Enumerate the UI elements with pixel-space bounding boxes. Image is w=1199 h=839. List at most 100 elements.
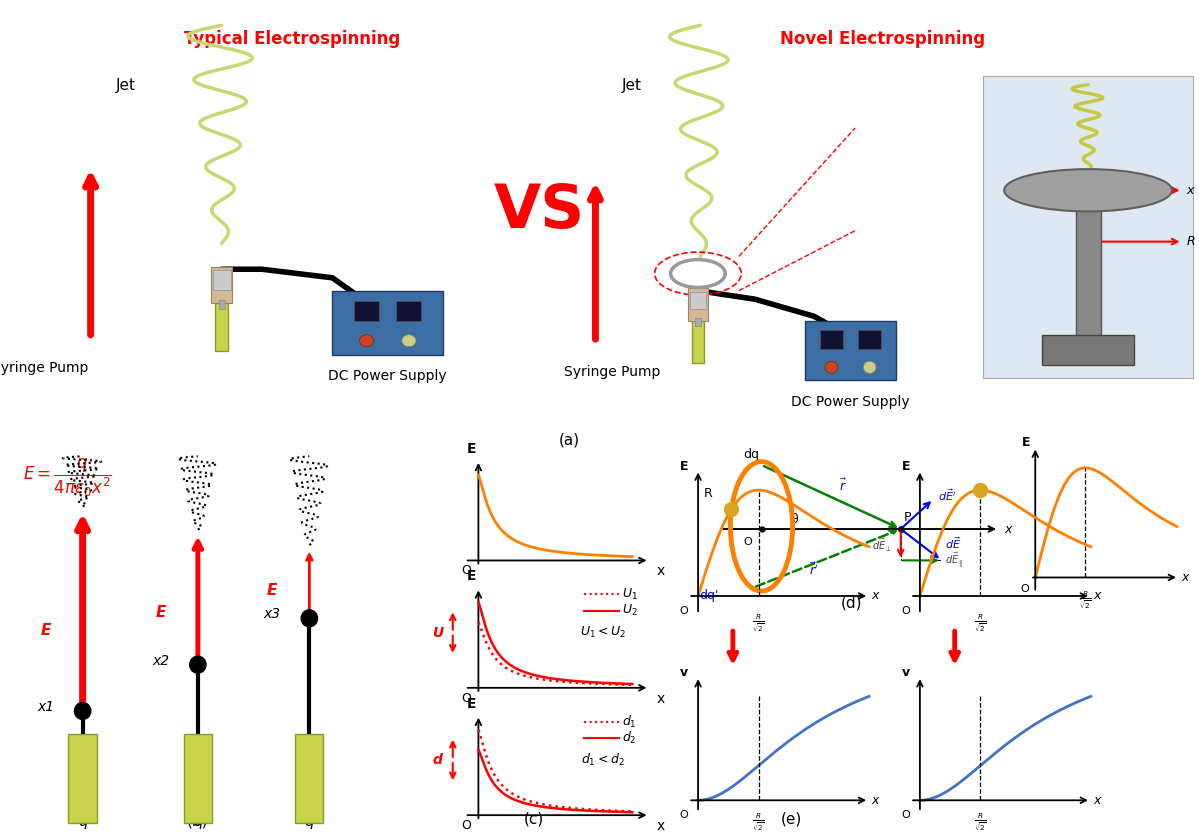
- Text: $U_1 < U_2$: $U_1 < U_2$: [580, 625, 626, 640]
- Circle shape: [402, 335, 416, 347]
- Text: O: O: [743, 537, 752, 547]
- Text: O: O: [680, 810, 688, 820]
- Text: $\frac{R}{\sqrt{2}}$: $\frac{R}{\sqrt{2}}$: [752, 812, 765, 834]
- Text: $d_1$: $d_1$: [622, 714, 637, 730]
- Text: O: O: [902, 606, 910, 616]
- Text: Syringe Pump: Syringe Pump: [564, 365, 659, 379]
- Text: $E = \dfrac{q}{4\pi\varepsilon_0 x^2}$: $E = \dfrac{q}{4\pi\varepsilon_0 x^2}$: [23, 456, 112, 498]
- Text: $d\vec{E}$: $d\vec{E}$: [945, 534, 962, 550]
- Text: (a): (a): [559, 433, 580, 448]
- Text: v: v: [680, 666, 688, 680]
- Text: (c): (c): [524, 812, 543, 826]
- Ellipse shape: [1005, 169, 1173, 211]
- FancyBboxPatch shape: [692, 320, 704, 363]
- Text: θ: θ: [790, 513, 799, 526]
- Text: Jet: Jet: [116, 78, 135, 93]
- FancyBboxPatch shape: [218, 300, 224, 309]
- Text: $d\vec{E}_\perp$: $d\vec{E}_\perp$: [873, 537, 892, 554]
- FancyBboxPatch shape: [183, 734, 212, 823]
- Text: x: x: [1093, 590, 1101, 602]
- FancyBboxPatch shape: [820, 331, 843, 349]
- Circle shape: [301, 610, 318, 627]
- FancyBboxPatch shape: [858, 331, 881, 349]
- Text: E: E: [156, 605, 165, 620]
- Text: $U_1$: $U_1$: [622, 587, 638, 602]
- Text: x: x: [1093, 794, 1101, 807]
- Text: x: x: [656, 819, 664, 833]
- Text: q: q: [78, 814, 88, 829]
- Text: E: E: [1022, 436, 1030, 450]
- Text: E: E: [902, 460, 910, 472]
- FancyBboxPatch shape: [332, 290, 444, 355]
- Text: x1: x1: [37, 700, 54, 714]
- Text: dq': dq': [699, 589, 719, 602]
- Text: x: x: [1187, 184, 1194, 197]
- FancyBboxPatch shape: [295, 734, 324, 823]
- Text: x: x: [656, 692, 664, 706]
- Text: O: O: [462, 565, 471, 577]
- Text: dq: dq: [743, 448, 760, 461]
- Text: $d\vec{E}'$: $d\vec{E}'$: [939, 487, 957, 503]
- Text: (e): (e): [781, 811, 802, 826]
- Text: x3: x3: [264, 607, 281, 622]
- Text: x: x: [1004, 523, 1011, 535]
- Text: x2: x2: [152, 654, 169, 668]
- FancyBboxPatch shape: [1042, 336, 1134, 366]
- Text: $d_1 < d_2$: $d_1 < d_2$: [582, 752, 625, 768]
- Text: (d): (d): [840, 596, 862, 611]
- Text: x: x: [656, 565, 664, 578]
- Text: E: E: [466, 697, 476, 711]
- Text: O: O: [462, 692, 471, 705]
- Text: x: x: [872, 590, 879, 602]
- Text: Jet: Jet: [622, 78, 641, 93]
- Text: d: d: [433, 753, 442, 767]
- Text: $\frac{R}{\sqrt{2}}$: $\frac{R}{\sqrt{2}}$: [752, 612, 765, 635]
- Text: q: q: [305, 814, 314, 829]
- Text: $U_2$: $U_2$: [622, 603, 638, 618]
- Text: O: O: [462, 819, 471, 832]
- Text: P: P: [904, 511, 911, 524]
- FancyBboxPatch shape: [216, 303, 228, 351]
- Text: $\vec{r}$: $\vec{r}$: [839, 477, 848, 493]
- Text: $\vec{r}'$: $\vec{r}'$: [809, 562, 819, 578]
- Text: E: E: [466, 442, 476, 456]
- FancyBboxPatch shape: [211, 267, 233, 303]
- Text: $d\vec{E}_\parallel$: $d\vec{E}_\parallel$: [945, 550, 963, 571]
- Text: x: x: [872, 794, 879, 807]
- Text: O: O: [1020, 584, 1029, 594]
- Text: Typical Electrospinning: Typical Electrospinning: [183, 29, 400, 48]
- Circle shape: [189, 656, 206, 673]
- FancyBboxPatch shape: [688, 289, 707, 320]
- Text: Novel Electrospinning: Novel Electrospinning: [779, 29, 986, 48]
- FancyBboxPatch shape: [689, 292, 706, 310]
- Text: VS: VS: [494, 182, 585, 241]
- Circle shape: [74, 702, 91, 720]
- Text: DC Power Supply: DC Power Supply: [791, 395, 910, 409]
- Text: Syringe Pump: Syringe Pump: [0, 361, 89, 375]
- Circle shape: [360, 335, 374, 347]
- Text: $\frac{R}{\sqrt{2}}$: $\frac{R}{\sqrt{2}}$: [1079, 590, 1092, 612]
- Text: O: O: [902, 810, 910, 820]
- Text: $\frac{R}{\sqrt{2}}$: $\frac{R}{\sqrt{2}}$: [974, 612, 987, 635]
- Text: E: E: [680, 460, 688, 472]
- FancyBboxPatch shape: [695, 318, 700, 326]
- Text: DC Power Supply: DC Power Supply: [329, 369, 447, 383]
- FancyBboxPatch shape: [354, 301, 379, 321]
- Circle shape: [863, 362, 876, 373]
- FancyBboxPatch shape: [68, 734, 97, 823]
- Text: E: E: [466, 570, 476, 583]
- FancyBboxPatch shape: [1076, 190, 1101, 347]
- Text: O: O: [680, 606, 688, 616]
- Text: v: v: [902, 666, 910, 680]
- Text: E: E: [267, 583, 277, 598]
- Text: R: R: [1187, 235, 1195, 248]
- FancyBboxPatch shape: [805, 320, 896, 381]
- Text: x: x: [1181, 571, 1188, 584]
- FancyBboxPatch shape: [212, 270, 230, 290]
- Text: q: q: [193, 814, 203, 829]
- FancyBboxPatch shape: [397, 301, 422, 321]
- Text: E: E: [41, 623, 50, 638]
- Text: (b): (b): [187, 814, 209, 829]
- Text: $\frac{R}{\sqrt{2}}$: $\frac{R}{\sqrt{2}}$: [974, 812, 987, 834]
- Text: R: R: [704, 487, 712, 500]
